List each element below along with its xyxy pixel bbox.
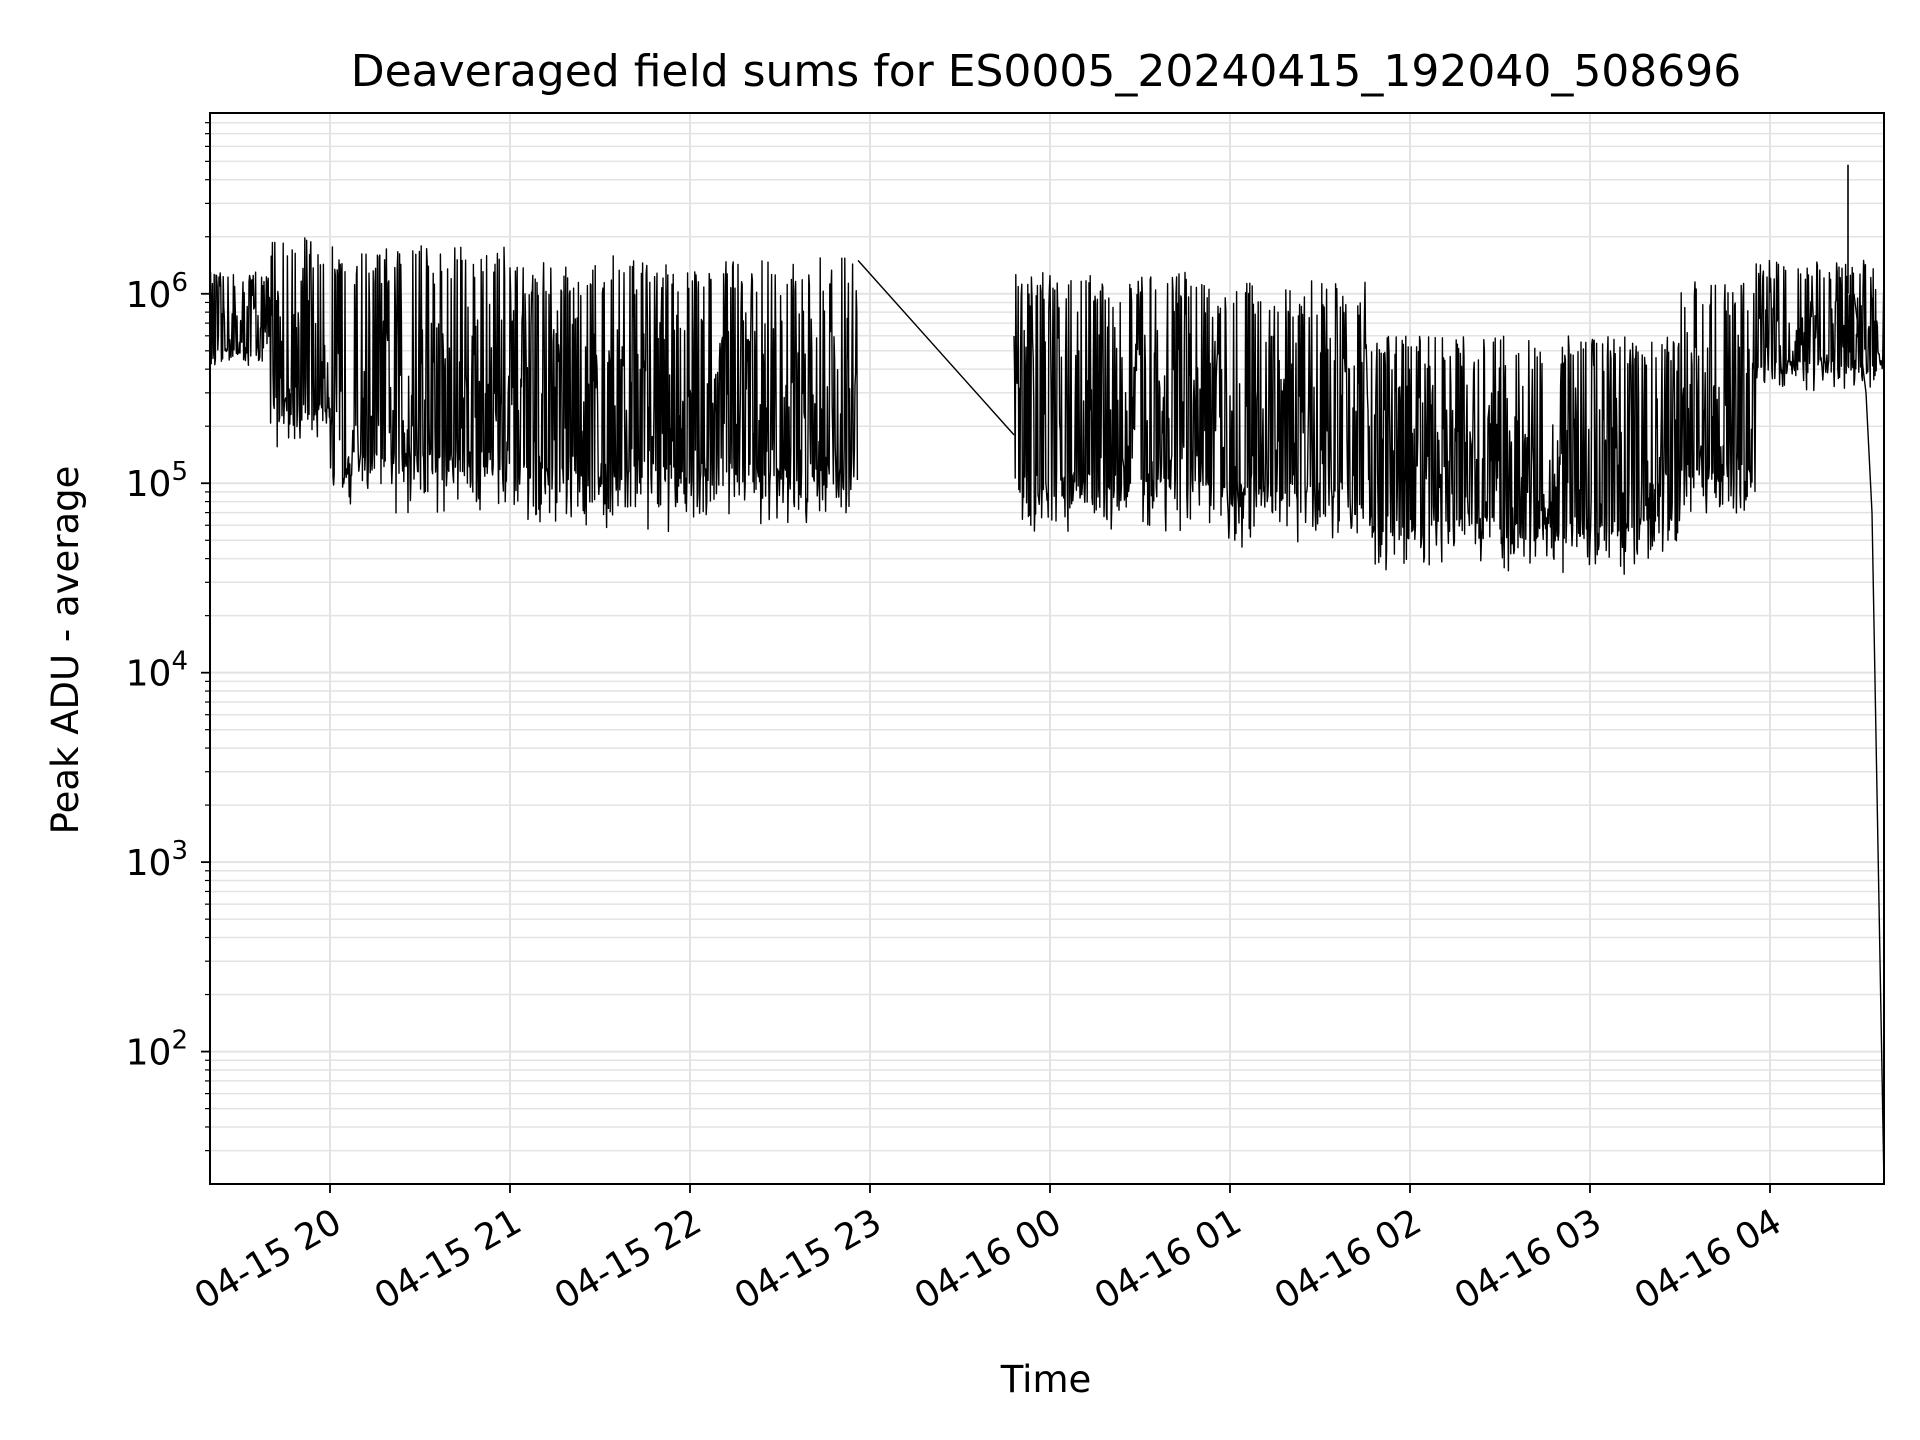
x-axis-label: Time — [1000, 1358, 1092, 1401]
chart-title: Deaveraged field sums for ES0005_2024041… — [351, 46, 1742, 97]
plot-area — [210, 113, 1884, 1184]
series-line-segment — [209, 237, 859, 533]
y-tick-label: 105 — [126, 457, 188, 505]
plot-frame — [209, 112, 1885, 1185]
series-gap-connector — [857, 259, 1015, 436]
grid-layer — [210, 113, 1884, 1184]
y-tick-label: 106 — [126, 268, 188, 316]
y-tick-label: 102 — [126, 1026, 188, 1074]
series-line-segment — [1013, 259, 1885, 575]
y-axis-label: Peak ADU - average — [44, 466, 87, 835]
series-tail — [1853, 293, 1885, 1185]
series-layer — [209, 164, 1885, 1185]
y-tick-label: 103 — [126, 836, 188, 884]
y-tick-label: 104 — [126, 647, 188, 695]
